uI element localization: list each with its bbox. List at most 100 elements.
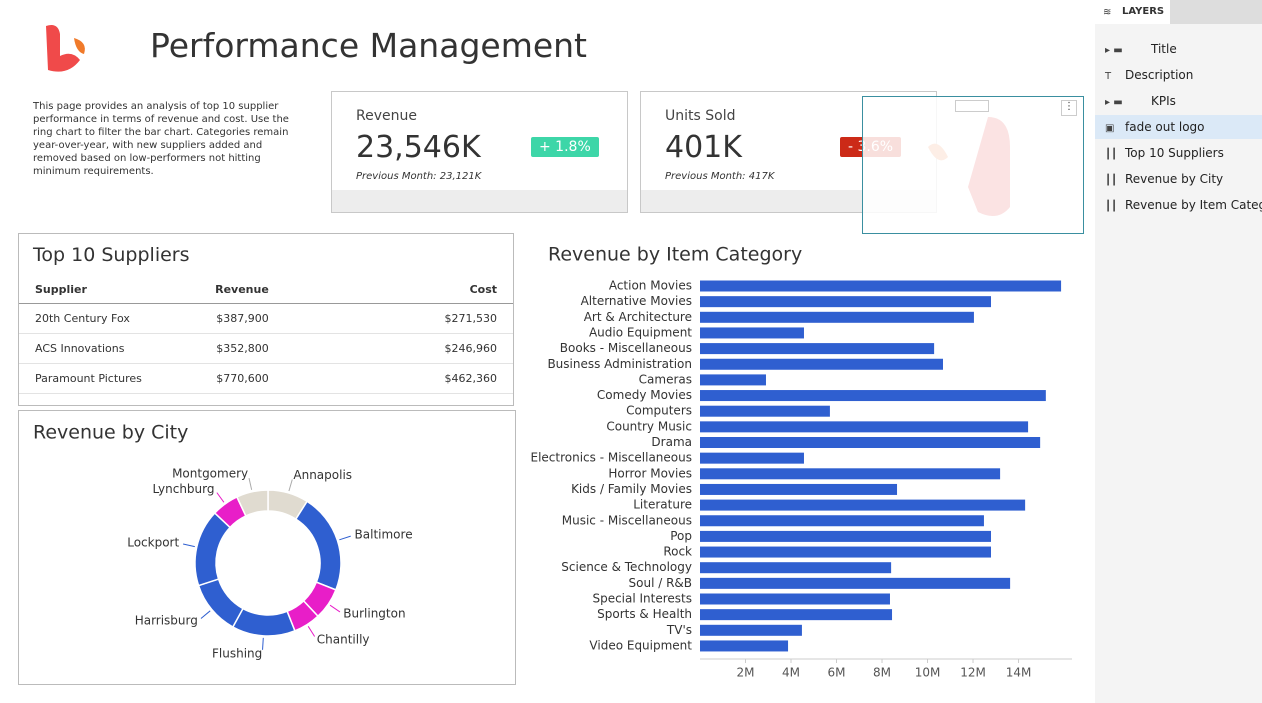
table-row: Paramount Pictures $770,600 $462,360 bbox=[19, 363, 513, 394]
bar bbox=[700, 624, 802, 636]
x-tick-label: 4M bbox=[782, 666, 800, 680]
bar bbox=[700, 358, 943, 370]
layer-item[interactable]: ┃┃ Revenue by Item Catego bbox=[1095, 193, 1262, 217]
kpi-label: Units Sold bbox=[665, 108, 736, 124]
y-tick-label: Computers bbox=[626, 404, 692, 418]
leader-line bbox=[248, 477, 253, 490]
bar bbox=[700, 593, 890, 605]
layer-icon: ▸ ▬ bbox=[1105, 45, 1123, 56]
drag-handle[interactable] bbox=[955, 100, 989, 112]
kpi-card: Revenue 23,546K + 1.8% Previous Month: 2… bbox=[331, 91, 628, 213]
layer-name: KPIs bbox=[1151, 94, 1176, 108]
layer-item[interactable]: ▸ ▬ KPIs bbox=[1095, 89, 1262, 113]
leader-line bbox=[200, 610, 211, 619]
leader-line bbox=[288, 479, 293, 492]
leader-line bbox=[329, 604, 341, 613]
logo bbox=[46, 25, 85, 72]
table-cell: $462,360 bbox=[418, 363, 513, 394]
bar bbox=[700, 468, 1001, 480]
slice-label: Harrisburg bbox=[135, 614, 198, 628]
y-tick-label: Comedy Movies bbox=[597, 388, 692, 402]
y-tick-label: Country Music bbox=[606, 419, 692, 433]
kpi-previous: Previous Month: 23,121K bbox=[356, 171, 482, 182]
table-cell: Paramount Pictures bbox=[19, 363, 174, 394]
x-tick-label: 14M bbox=[1006, 666, 1032, 680]
faded-logo bbox=[928, 117, 1010, 216]
bar bbox=[700, 640, 789, 652]
layer-item[interactable]: ▸ ▬ Title bbox=[1095, 37, 1262, 61]
y-tick-label: Literature bbox=[633, 498, 692, 512]
column-header: Cost bbox=[418, 276, 513, 304]
bar bbox=[700, 437, 1041, 448]
y-tick-label: Science & Technology bbox=[561, 560, 692, 574]
layer-item[interactable]: ┃┃ Revenue by City bbox=[1095, 167, 1262, 191]
chart-title: Revenue by City bbox=[33, 422, 188, 444]
bar bbox=[700, 327, 804, 339]
y-tick-label: Audio Equipment bbox=[589, 325, 692, 339]
bar bbox=[700, 390, 1046, 402]
bar bbox=[700, 530, 992, 542]
y-tick-label: Video Equipment bbox=[589, 638, 692, 652]
y-tick-label: Music - Miscellaneous bbox=[562, 513, 692, 527]
pie-slice bbox=[194, 511, 232, 587]
layer-item[interactable]: T Description bbox=[1095, 63, 1262, 87]
layers-panel: LAYERS ≋ ▸ ▬ Title T Description ▸ ▬ KPIs ▣ fad… bbox=[1095, 0, 1262, 703]
layer-item[interactable]: ┃┃ Top 10 Suppliers bbox=[1095, 141, 1262, 165]
x-tick-label: 8M bbox=[873, 666, 891, 680]
slice-label: Annapolis bbox=[293, 468, 352, 482]
table-cell: ACS Innovations bbox=[19, 333, 174, 364]
x-tick-label: 6M bbox=[828, 666, 846, 680]
slice-label: Montgomery bbox=[172, 467, 248, 481]
layer-name: Title bbox=[1151, 42, 1177, 56]
y-tick-label: Soul / R&B bbox=[629, 576, 693, 590]
layer-name: fade out logo bbox=[1125, 120, 1205, 134]
layer-name: Revenue by City bbox=[1125, 172, 1224, 186]
layers-tab[interactable]: LAYERS bbox=[1095, 0, 1170, 24]
table-cell: $770,600 bbox=[173, 363, 419, 394]
y-tick-label: Special Interests bbox=[592, 592, 692, 606]
y-tick-label: Horror Movies bbox=[608, 466, 692, 480]
leader-line bbox=[216, 492, 225, 503]
y-tick-label: Drama bbox=[651, 435, 692, 449]
pie-slice bbox=[235, 489, 269, 517]
bar bbox=[700, 562, 892, 574]
bar bbox=[700, 577, 1011, 589]
city-panel bbox=[18, 410, 516, 685]
table-cell: $246,960 bbox=[418, 333, 513, 364]
layer-name: Description bbox=[1125, 68, 1194, 82]
y-tick-label: Pop bbox=[670, 529, 692, 543]
y-tick-label: Action Movies bbox=[609, 279, 692, 293]
leader-line bbox=[307, 626, 316, 637]
bar bbox=[700, 483, 898, 495]
menu-button[interactable]: ⋮ bbox=[1061, 100, 1077, 116]
bar bbox=[700, 546, 992, 558]
y-tick-label: Business Administration bbox=[547, 357, 692, 371]
selected-logo-layer[interactable]: ⋮ bbox=[862, 96, 1084, 234]
x-tick-label: 12M bbox=[960, 666, 986, 680]
bar bbox=[700, 515, 984, 527]
pie-slice bbox=[231, 607, 296, 637]
y-tick-label: Cameras bbox=[639, 372, 692, 386]
table-row: ACS Innovations $352,800 $246,960 bbox=[19, 333, 513, 364]
y-tick-label: Kids / Family Movies bbox=[571, 482, 692, 496]
slice-label: Lynchburg bbox=[152, 482, 214, 496]
layer-item[interactable]: ▣ fade out logo bbox=[1095, 115, 1262, 139]
y-tick-label: TV's bbox=[666, 623, 692, 637]
bar bbox=[700, 296, 992, 308]
pie-slice bbox=[197, 578, 244, 628]
pie-slice bbox=[294, 500, 342, 591]
kpi-change: + 1.8% bbox=[531, 137, 599, 157]
y-tick-label: Alternative Movies bbox=[581, 294, 692, 308]
y-tick-label: Sports & Health bbox=[597, 607, 692, 621]
layer-icon: ▸ ▬ bbox=[1105, 97, 1123, 108]
leader-line bbox=[262, 637, 264, 650]
y-tick-label: Art & Architecture bbox=[584, 310, 692, 324]
y-tick-label: Books - Miscellaneous bbox=[560, 341, 692, 355]
kpi-value: 401K bbox=[665, 130, 742, 165]
column-header: Supplier bbox=[19, 276, 174, 304]
kpi-label: Revenue bbox=[356, 108, 417, 124]
layer-icon: ┃┃ bbox=[1105, 201, 1118, 212]
x-tick-label: 2M bbox=[737, 666, 755, 680]
page-title: Performance Management bbox=[150, 26, 587, 65]
bar bbox=[700, 609, 893, 621]
